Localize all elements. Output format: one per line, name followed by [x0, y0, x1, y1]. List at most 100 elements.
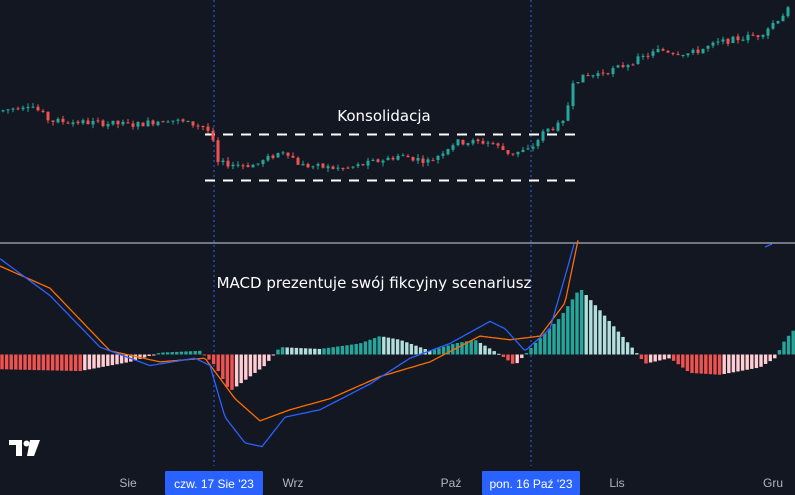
- histogram-bar: [317, 348, 322, 355]
- candle: [776, 20, 780, 25]
- histogram-bar: [566, 306, 570, 355]
- candle: [376, 158, 380, 163]
- histogram-bar: [207, 354, 211, 360]
- candle: [441, 150, 445, 159]
- histogram-bar: [685, 354, 690, 372]
- candle: [16, 106, 20, 111]
- candle: [261, 159, 265, 167]
- candle: [36, 104, 40, 112]
- histogram-bar: [432, 349, 437, 355]
- signal-line: [0, 240, 579, 422]
- candle: [746, 31, 750, 44]
- candle: [226, 156, 230, 169]
- candle: [51, 120, 55, 126]
- candle: [521, 146, 525, 153]
- histogram-bar: [428, 350, 432, 355]
- histogram-bar: [791, 330, 795, 355]
- histogram-bar: [717, 354, 722, 375]
- candle: [551, 126, 555, 131]
- histogram-bar: [460, 342, 464, 355]
- histogram-bar: [405, 342, 409, 355]
- candle: [631, 63, 635, 66]
- histogram-bar: [763, 354, 768, 364]
- candle: [116, 120, 120, 129]
- candle: [586, 72, 590, 77]
- histogram-bar: [414, 345, 418, 355]
- histogram-bar: [612, 326, 616, 355]
- histogram-bar: [280, 347, 285, 355]
- histogram-bar: [92, 354, 96, 369]
- candle: [706, 45, 710, 52]
- histogram-bar: [377, 336, 381, 355]
- histogram-bar: [446, 345, 450, 355]
- histogram-bar: [400, 340, 404, 355]
- candle: [186, 120, 190, 123]
- candle: [686, 53, 690, 58]
- candle: [26, 103, 30, 112]
- x-axis-date-marker[interactable]: pon. 16 Paź '23: [482, 471, 580, 495]
- candle: [676, 51, 680, 56]
- histogram-bar: [138, 354, 142, 359]
- histogram-bar: [635, 353, 639, 355]
- candle: [271, 154, 275, 160]
- histogram-bar: [64, 354, 69, 371]
- histogram-bar: [754, 354, 759, 369]
- histogram-bar: [60, 354, 64, 371]
- candle: [531, 143, 535, 152]
- histogram-bar: [676, 354, 680, 365]
- histogram-bar: [777, 350, 782, 355]
- histogram-bar: [336, 346, 340, 355]
- histogram-bar: [101, 354, 105, 367]
- histogram-bar: [704, 354, 708, 374]
- x-axis-date-marker[interactable]: czw. 17 Sie '23: [165, 471, 263, 495]
- candle: [156, 120, 160, 127]
- candle: [701, 48, 705, 54]
- histogram-bar: [41, 354, 46, 371]
- candle: [231, 161, 235, 170]
- histogram-bar: [308, 348, 312, 355]
- candle: [656, 45, 660, 53]
- histogram-bar: [658, 354, 662, 361]
- histogram-bar: [363, 341, 368, 355]
- candle: [246, 162, 250, 168]
- histogram-bar: [474, 340, 478, 355]
- histogram-bar: [593, 305, 598, 355]
- tradingview-logo-icon[interactable]: TV: [9, 440, 40, 456]
- candle: [21, 105, 25, 111]
- histogram-bar: [188, 351, 193, 355]
- histogram-bar: [271, 354, 276, 356]
- candle: [661, 47, 665, 52]
- histogram-bar: [382, 336, 386, 355]
- histogram-bar: [630, 347, 634, 355]
- histogram-bar: [161, 352, 165, 355]
- histogram-bar: [257, 354, 262, 370]
- histogram-bar: [267, 354, 271, 361]
- histogram-bar: [722, 354, 726, 374]
- histogram-bar: [589, 300, 593, 355]
- candle: [56, 117, 60, 124]
- histogram-bar: [202, 354, 207, 356]
- histogram-bar: [418, 347, 423, 355]
- histogram-bar: [303, 348, 308, 355]
- candle: [781, 13, 785, 22]
- candle: [336, 164, 340, 171]
- candle: [766, 27, 770, 40]
- histogram-bar: [579, 289, 584, 355]
- histogram-bar: [727, 354, 731, 374]
- candle: [681, 54, 685, 58]
- candle: [181, 118, 185, 123]
- histogram-bar: [575, 292, 579, 355]
- candle: [406, 154, 410, 158]
- candle: [546, 128, 550, 134]
- histogram-bar: [533, 342, 538, 355]
- x-tick-label: Sie: [119, 476, 137, 490]
- candle: [111, 120, 115, 126]
- histogram-bar: [106, 354, 110, 366]
- histogram-bar: [690, 354, 694, 374]
- histogram-bar: [492, 351, 496, 355]
- histogram-bar: [391, 338, 395, 355]
- candle: [716, 37, 720, 46]
- svg-text:pon. 16 Paź '23: pon. 16 Paź '23: [489, 477, 572, 491]
- candle: [311, 165, 315, 170]
